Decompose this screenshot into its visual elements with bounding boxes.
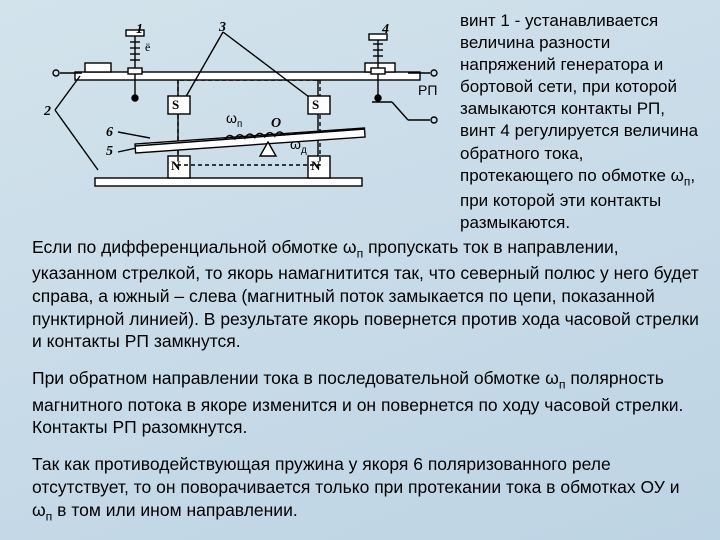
diagram-label-3: 3: [219, 20, 226, 36]
diagram-label-nL1: N: [171, 158, 180, 174]
diagram-label-1: 1: [136, 22, 143, 38]
diagram-label-wd: ωд: [290, 136, 307, 156]
diagram-label-yo: ё: [145, 40, 150, 55]
right-block-text: винт 1 - устанавливается величина разнос…: [450, 10, 700, 234]
diagram-label-wp: ωп: [226, 110, 242, 130]
relay-diagram: 1 ё 3 4 2 5 6 S S N N O РП ωп ωд: [20, 10, 450, 220]
paragraph-2: При обратном направлении тока в последов…: [32, 367, 700, 439]
diagram-label-o: O: [271, 116, 281, 132]
diagram-label-s1: S: [172, 97, 179, 113]
diagram-label-5: 5: [106, 144, 113, 160]
diagram-label-4: 4: [382, 22, 389, 38]
diagram-label-rp: РП: [418, 82, 437, 98]
diagram-label-6: 6: [106, 125, 113, 141]
paragraph-1: Если по дифференциальной обмотке ωп проп…: [32, 236, 700, 353]
paragraph-3: Так как противодействующая пружина у яко…: [32, 453, 700, 525]
diagram-label-nL2: N: [311, 158, 320, 174]
diagram-label-s2: S: [312, 97, 319, 113]
diagram-label-2: 2: [44, 104, 51, 120]
